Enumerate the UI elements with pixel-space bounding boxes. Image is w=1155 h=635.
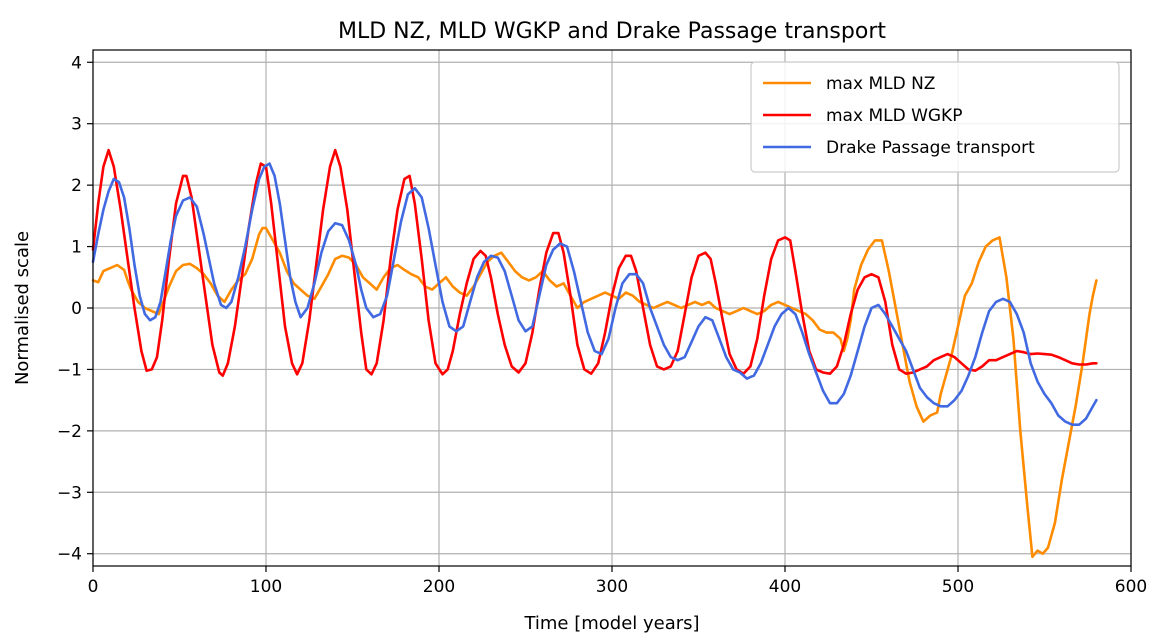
y-tick-label: 1: [71, 238, 82, 258]
y-tick-label: 0: [71, 299, 82, 319]
y-tick-label: 4: [71, 53, 82, 73]
x-tick-label: 300: [596, 577, 628, 597]
y-tick-label: 3: [71, 115, 82, 135]
y-tick-label: 2: [71, 176, 82, 196]
series-line-2: [91, 162, 1098, 426]
legend-box: [750, 61, 1120, 173]
series-layer: [91, 148, 1098, 559]
grid: [92, 50, 1132, 566]
legend-label: max MLD NZ: [826, 74, 935, 94]
series-line-0: [91, 226, 1098, 559]
legend-label: max MLD WGKP: [826, 106, 962, 126]
y-tick-label: −1: [57, 360, 82, 380]
x-tick-label: 200: [423, 577, 455, 597]
x-tick-label: 400: [769, 577, 801, 597]
y-tick-label: −4: [57, 545, 82, 565]
x-axis-label: Time [model years]: [523, 613, 699, 634]
x-tick-label: 600: [1115, 577, 1147, 597]
ticks: 0 100 200 300 400 500 600 4 3 2 1 0 −1 −2 −3 −4: [57, 53, 1147, 597]
x-tick-label: 500: [942, 577, 974, 597]
chart-title: MLD NZ, MLD WGKP and Drake Passage trans…: [338, 19, 886, 44]
y-tick-label: −2: [57, 422, 82, 442]
x-tick-label: 100: [250, 577, 282, 597]
y-axis-label: Normalised scale: [12, 231, 33, 385]
x-tick-label: 0: [88, 577, 99, 597]
legend-label: Drake Passage transport: [826, 138, 1035, 158]
legend: max MLD NZ max MLD WGKP Drake Passage tran…: [750, 61, 1120, 173]
y-tick-label: −3: [57, 483, 82, 503]
